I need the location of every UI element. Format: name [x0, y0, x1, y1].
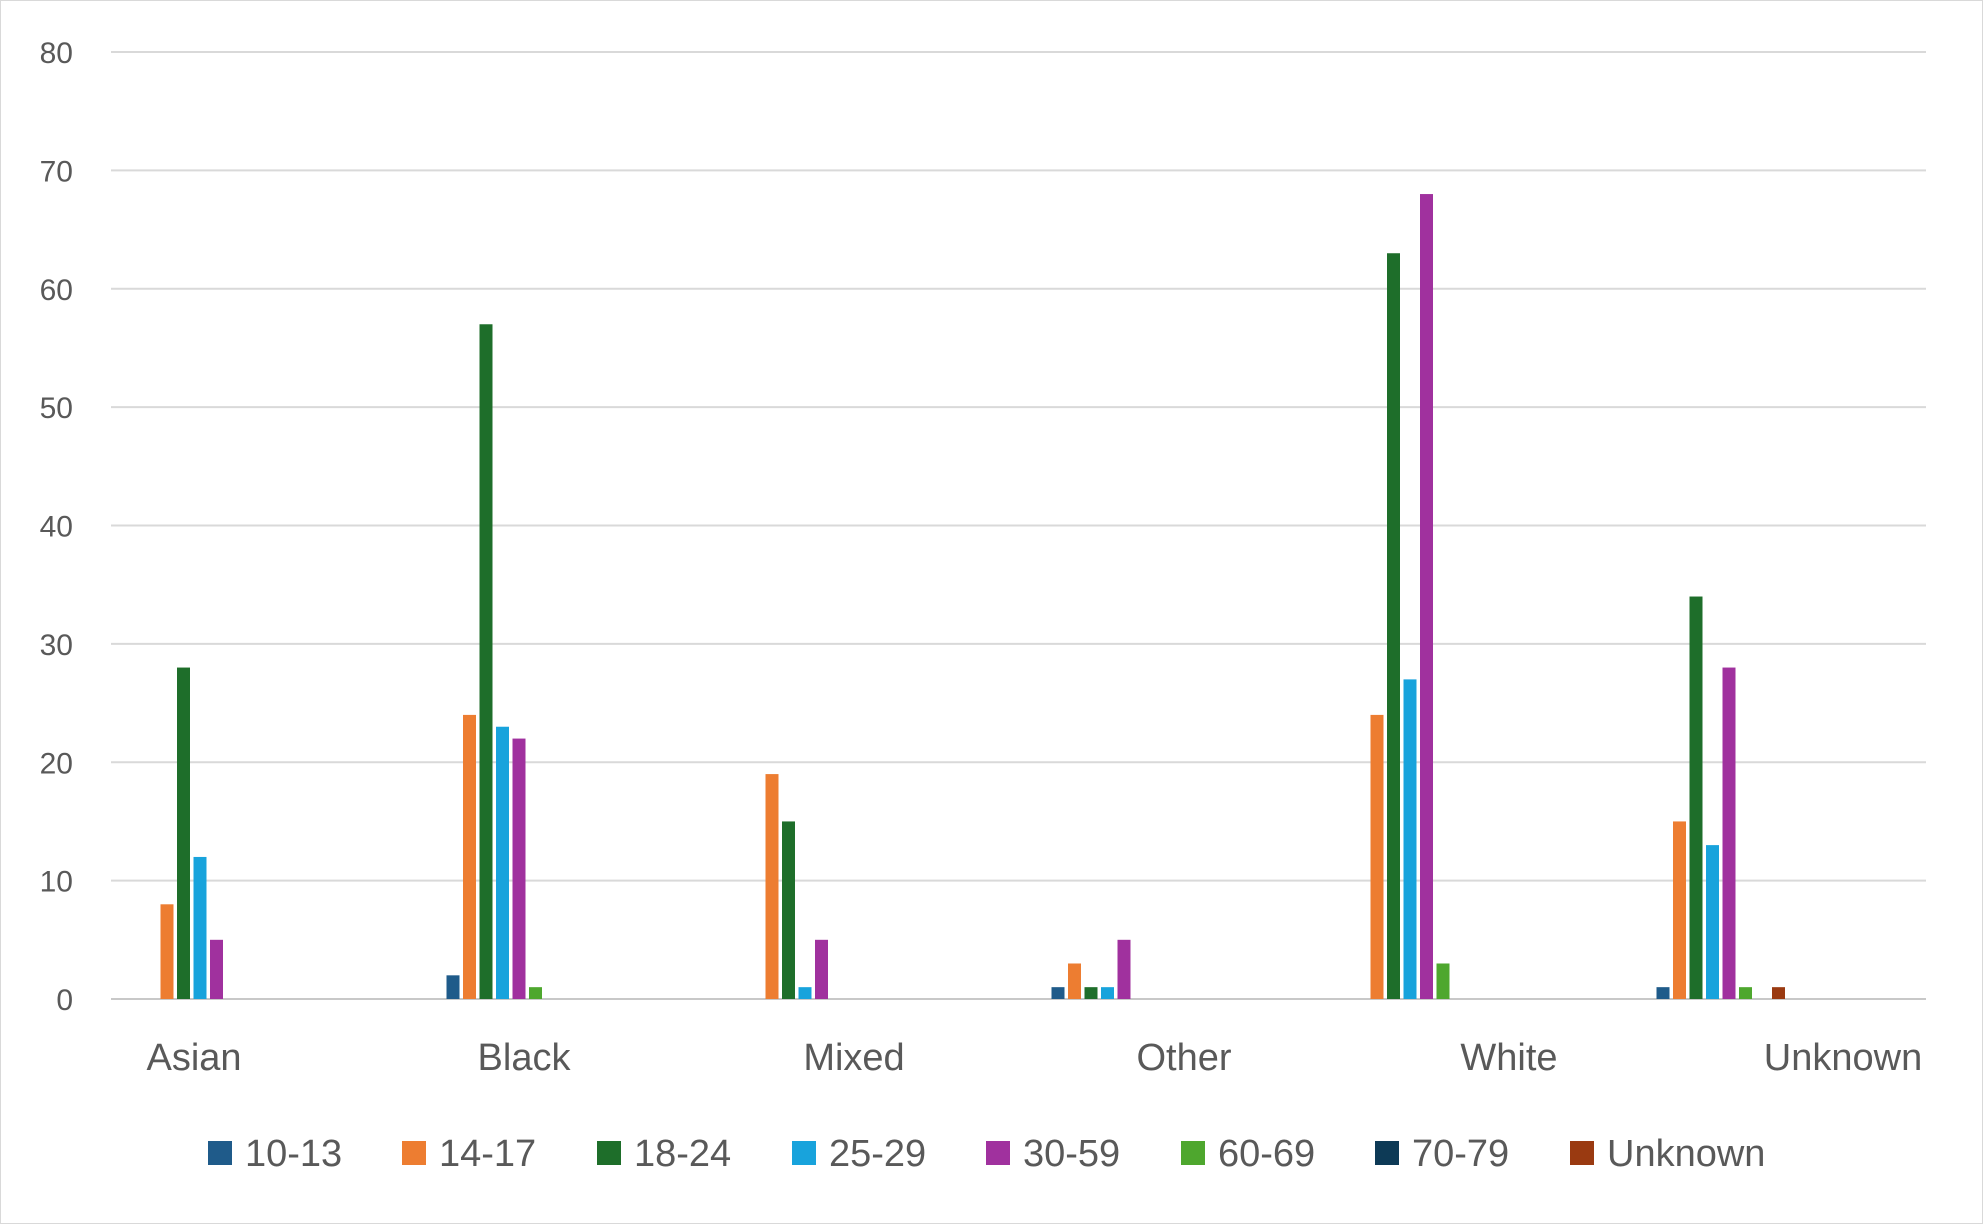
category-label: Black: [478, 1037, 572, 1079]
legend-item: 70-79: [1375, 1133, 1509, 1175]
legend-swatch: [208, 1141, 232, 1165]
legend-swatch: [1181, 1141, 1205, 1165]
y-tick-label: 40: [40, 511, 73, 544]
legend-item: 30-59: [986, 1133, 1120, 1175]
bar-mixed-30-59: [815, 939, 828, 999]
category-label: White: [1460, 1037, 1557, 1079]
y-tick-label: 10: [40, 866, 73, 899]
legend-swatch: [402, 1141, 426, 1165]
category-label: Asian: [146, 1037, 241, 1079]
legend-swatch: [1375, 1141, 1399, 1165]
bar-other-25-29: [1101, 987, 1114, 999]
y-tick-label: 60: [40, 274, 73, 307]
bar-unknown-25-29: [1706, 845, 1719, 999]
bar-white-30-59: [1420, 194, 1433, 1000]
bar-unknown-60-69: [1739, 987, 1752, 999]
bar-mixed-25-29: [798, 987, 812, 999]
legend-swatch: [792, 1141, 816, 1165]
bar-other-14-17: [1068, 963, 1081, 999]
category-label: Other: [1136, 1037, 1231, 1079]
bar-unknown-18-24: [1689, 596, 1703, 999]
legend-label: 10-13: [245, 1133, 342, 1175]
y-tick-label: 80: [40, 37, 73, 70]
bar-other-18-24: [1084, 987, 1098, 999]
x-axis-categories: Asian Black Mixed Other White Unknown: [146, 1037, 1922, 1079]
bar-asian-25-29: [193, 856, 207, 999]
bar-black-25-29: [496, 726, 509, 999]
y-axis-ticks: 0 10 20 30 40 50 60 70 80: [40, 37, 73, 1017]
legend-swatch: [986, 1141, 1010, 1165]
bar-unknown-30-59: [1722, 667, 1736, 999]
legend-item: 25-29: [792, 1133, 926, 1175]
y-tick-label: 70: [40, 155, 73, 188]
bar-black-60-69: [529, 987, 542, 999]
bar-black-18-24: [479, 324, 493, 999]
bar-unknown-unknown: [1772, 987, 1785, 999]
category-label: Unknown: [1764, 1037, 1922, 1079]
y-tick-label: 50: [40, 392, 73, 425]
legend-label: 14-17: [439, 1133, 536, 1175]
bar-black-14-17: [463, 714, 476, 999]
bar-asian-30-59: [210, 939, 223, 999]
legend-item: 14-17: [402, 1133, 536, 1175]
legend-label: 18-24: [634, 1133, 731, 1175]
legend-label: 30-59: [1023, 1133, 1120, 1175]
legend-label: 25-29: [829, 1133, 926, 1175]
legend-label: 60-69: [1218, 1133, 1315, 1175]
legend-label: Unknown: [1607, 1133, 1765, 1175]
bar-unknown-10-13: [1656, 987, 1670, 999]
category-label: Mixed: [803, 1037, 904, 1079]
bar-mixed-18-24: [782, 821, 795, 999]
legend-item: 18-24: [597, 1133, 731, 1175]
legend-item: 10-13: [208, 1133, 342, 1175]
bar-white-60-69: [1436, 963, 1450, 999]
bar-mixed-14-17: [765, 774, 779, 999]
legend: 10-13 14-17 18-24 25-29 30-59 60-69 70-79 Unkno…: [208, 1133, 1765, 1175]
bar-asian-14-17: [160, 904, 174, 999]
legend-swatch: [1570, 1141, 1594, 1165]
y-tick-label: 0: [56, 984, 73, 1017]
bars: [160, 194, 1785, 1000]
bar-white-25-29: [1403, 679, 1417, 999]
y-tick-label: 20: [40, 747, 73, 780]
legend-item: Unknown: [1570, 1133, 1765, 1175]
legend-item: 60-69: [1181, 1133, 1315, 1175]
bar-unknown-14-17: [1673, 821, 1686, 999]
bar-white-18-24: [1387, 253, 1400, 1000]
bar-other-10-13: [1051, 987, 1065, 999]
legend-label: 70-79: [1412, 1133, 1509, 1175]
bar-other-30-59: [1117, 939, 1131, 999]
bar-white-14-17: [1370, 714, 1384, 999]
bar-black-10-13: [446, 975, 460, 999]
gridlines: [111, 51, 1926, 1000]
bar-asian-18-24: [177, 667, 190, 999]
y-tick-label: 30: [40, 629, 73, 662]
bar-black-30-59: [512, 738, 526, 999]
legend-swatch: [597, 1141, 621, 1165]
